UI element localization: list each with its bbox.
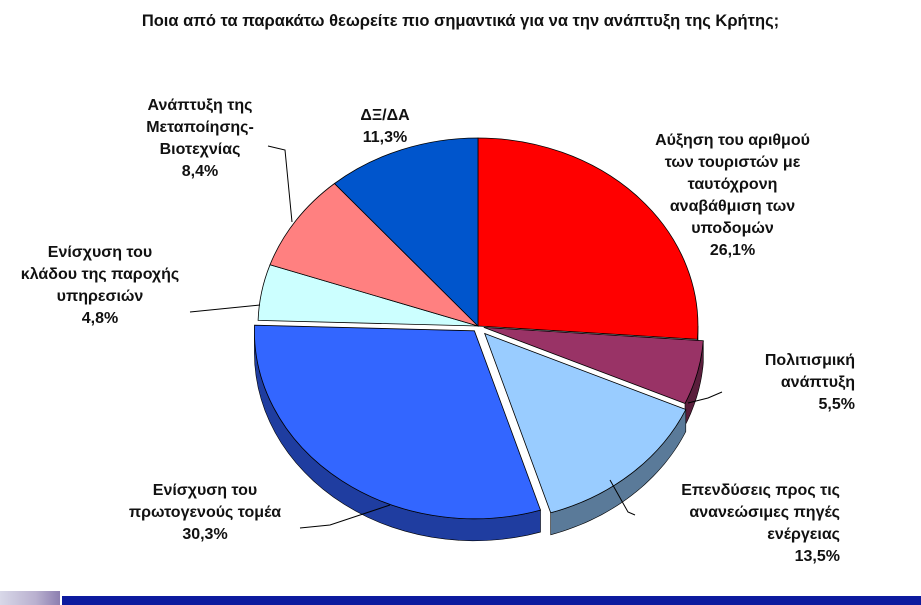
leader-line-primary-sector [299, 504, 391, 529]
slice-label-services: Ενίσχυση του κλάδου της παροχής υπηρεσιώ… [20, 244, 180, 327]
slice-label-dk-na: ΔΞ/ΔΑ 11,3% [360, 107, 410, 146]
pie-slice-primary-sector [254, 324, 542, 520]
pie-slice-culture [483, 327, 704, 405]
leader-line-manufacturing [267, 145, 293, 223]
pie-slice-tourism [477, 137, 699, 340]
pie-slice-manufacturing [269, 182, 479, 327]
slice-label-renewables: Επενδύσεις προς τις ανανεώσιμες πηγές εν… [681, 482, 840, 565]
slice-label-tourism: Αύξηση του αριθμού των τουριστών με ταυτ… [655, 132, 810, 259]
slice-label-primary-sector: Ενίσχυση του πρωτογενούς τομέα 30,3% [128, 482, 282, 543]
footer-bar [62, 596, 921, 605]
leader-line-renewables [609, 479, 636, 516]
leader-line-services [189, 304, 261, 313]
pie-slice-dk-na [333, 137, 479, 327]
slice-label-culture: Πολιτισμική ανάπτυξη 5,5% [764, 352, 855, 413]
leader-line-culture [687, 391, 723, 404]
chart-title: Ποια από τα παρακάτω θεωρείτε πιο σημαντ… [141, 12, 780, 30]
pie-slice-renewables [484, 332, 687, 514]
footer-logo [0, 591, 60, 605]
slice-label-manufacturing: Ανάπτυξη της Μεταποίησης-Βιοτεχνίας 8,4% [146, 97, 254, 180]
